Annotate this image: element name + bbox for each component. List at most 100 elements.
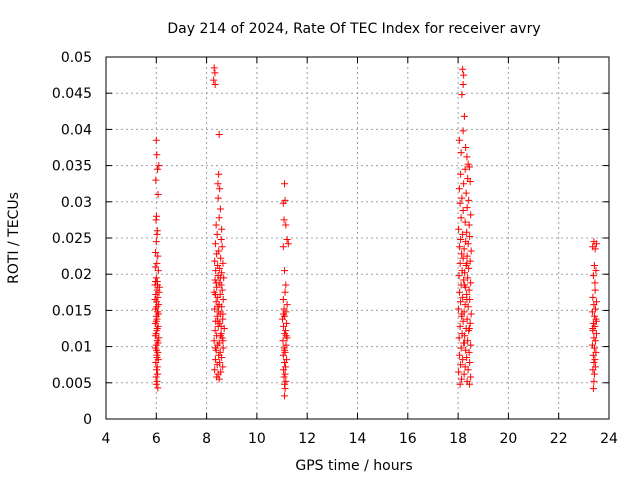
data-point — [280, 373, 288, 381]
data-point — [465, 196, 473, 204]
data-point — [465, 380, 473, 388]
y-tick-label: 0 — [83, 412, 92, 428]
data-point — [212, 298, 220, 306]
y-tick-label: 0.045 — [52, 86, 92, 102]
data-point — [213, 283, 221, 291]
data-point — [460, 276, 468, 284]
data-point — [219, 296, 227, 304]
data-point — [457, 214, 465, 222]
data-point — [154, 384, 162, 392]
data-point — [455, 368, 463, 376]
data-point — [213, 230, 221, 238]
data-point — [155, 334, 163, 342]
data-point — [216, 205, 224, 213]
data-point — [462, 189, 470, 197]
data-point — [216, 274, 224, 282]
data-point — [455, 305, 463, 313]
data-point — [155, 288, 163, 296]
data-point — [589, 293, 597, 301]
data-point — [460, 112, 468, 120]
data-point — [153, 346, 161, 354]
data-point — [467, 373, 475, 381]
data-point — [590, 370, 598, 378]
data-point — [214, 370, 222, 378]
data-point — [279, 315, 287, 323]
x-tick-label: 16 — [399, 431, 417, 447]
data-point — [153, 303, 161, 311]
data-point — [456, 322, 464, 330]
data-point — [459, 317, 467, 325]
grid-lines — [106, 57, 609, 419]
data-point — [217, 322, 225, 330]
data-point — [457, 344, 465, 352]
data-point — [153, 259, 161, 267]
data-point — [281, 346, 289, 354]
data-point — [215, 214, 223, 222]
data-point — [280, 366, 288, 374]
data-point — [154, 165, 162, 173]
x-axis-ticks: 4 6 8 10 12 14 16 18 20 22 24 — [102, 57, 618, 447]
data-point — [151, 296, 159, 304]
data-point — [153, 363, 161, 371]
data-point — [592, 317, 600, 325]
y-tick-label: 0.015 — [52, 303, 92, 319]
data-point — [459, 206, 467, 214]
data-point — [465, 264, 473, 272]
data-point — [218, 286, 226, 294]
data-point — [459, 230, 467, 238]
data-point — [459, 81, 467, 89]
data-point — [459, 127, 467, 135]
data-point — [463, 153, 471, 161]
data-point — [592, 330, 600, 338]
data-point — [213, 361, 221, 369]
data-point — [459, 293, 467, 301]
data-point — [153, 230, 161, 238]
data-point — [151, 263, 159, 271]
x-tick-label: 8 — [202, 431, 211, 447]
data-point — [456, 288, 464, 296]
data-point — [218, 353, 226, 361]
data-point — [216, 348, 224, 356]
data-point — [217, 254, 225, 262]
data-point — [154, 267, 162, 275]
data-point — [218, 269, 226, 277]
data-point — [281, 267, 289, 275]
y-tick-label: 0.04 — [61, 122, 92, 138]
data-point — [279, 337, 287, 345]
data-point — [465, 286, 473, 294]
x-tick-label: 12 — [298, 431, 316, 447]
x-tick-label: 18 — [449, 431, 467, 447]
data-point — [460, 245, 468, 253]
data-point — [456, 259, 464, 267]
data-point — [280, 322, 288, 330]
data-point — [461, 332, 469, 340]
data-point — [214, 303, 222, 311]
data-point — [282, 332, 290, 340]
data-point — [154, 191, 162, 199]
data-point — [216, 264, 224, 272]
data-point — [152, 238, 160, 246]
data-point — [212, 267, 220, 275]
chart-title: Day 214 of 2024, Rate Of TEC Index for r… — [167, 21, 540, 37]
data-point — [459, 356, 467, 364]
data-point — [281, 288, 289, 296]
data-point — [281, 359, 289, 367]
data-point — [279, 243, 287, 251]
data-points — [151, 64, 600, 400]
data-point — [457, 298, 465, 306]
y-axis-ticks: 0 0.005 0.01 0.015 0.02 0.025 0.03 0.035 0.04 0.0… — [52, 50, 609, 428]
data-point — [462, 346, 470, 354]
data-point — [216, 185, 224, 193]
data-point — [155, 162, 163, 170]
data-point — [467, 341, 475, 349]
data-point — [283, 319, 291, 327]
data-point — [211, 290, 219, 298]
data-point — [211, 344, 219, 352]
data-point — [213, 312, 221, 320]
data-point — [465, 163, 473, 171]
x-tick-label: 10 — [248, 431, 266, 447]
data-point — [457, 149, 465, 157]
data-point — [153, 366, 161, 374]
data-point — [281, 380, 289, 388]
